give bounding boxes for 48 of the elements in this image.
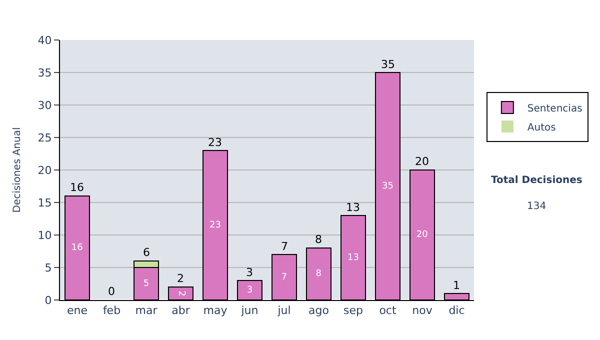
data-label: 35 [382, 181, 394, 192]
text: Total Decisiones [491, 175, 582, 186]
data-label: 20 [416, 230, 428, 240]
y-tick-label: 35 [38, 66, 52, 80]
data-label: 7 [281, 272, 288, 282]
y-tick-label: 25 [38, 131, 52, 144]
data-label: 8 [316, 269, 322, 279]
x-tick-label: ago [308, 304, 330, 318]
y-tick-label: 5 [44, 261, 52, 274]
data-label: 2 [176, 290, 186, 296]
total-label: 3 [246, 266, 253, 279]
total-label: 7 [281, 240, 288, 253]
total-label: 35 [381, 58, 395, 71]
x-tick-label: abr [172, 304, 190, 318]
total-label: 23 [208, 136, 222, 149]
y-tick-label: 15 [38, 196, 52, 210]
x-tick-label: sep [344, 304, 364, 318]
x-tick-label: oct [379, 304, 397, 318]
y-tick-label: 10 [38, 228, 52, 242]
total-label: 16 [70, 181, 84, 194]
total-label: 6 [143, 246, 150, 259]
data-label: 23 [210, 220, 221, 230]
data-label: 16 [71, 243, 84, 253]
x-tick-label: dic [448, 304, 465, 318]
total-label: 0 [108, 285, 115, 298]
x-tick-label: jul [276, 304, 291, 318]
total-label: 20 [415, 155, 429, 168]
total-label: 8 [315, 233, 322, 246]
y-tick-label: 20 [38, 164, 52, 177]
x-tick-label: jun [240, 304, 258, 318]
x-tick-label: may [203, 304, 228, 318]
x-tick-label: mar [135, 304, 158, 318]
legend-label: Autos [527, 122, 556, 134]
total-label: 13 [346, 201, 360, 214]
y-axis-title: Decisiones Anual [12, 127, 23, 213]
y-tick-label: 0 [44, 294, 52, 307]
x-tick-label: ene [66, 304, 88, 318]
text: 134 [527, 201, 546, 212]
data-label: 3 [246, 285, 253, 296]
data-label: 5 [143, 278, 150, 289]
total-label: 2 [177, 272, 184, 285]
x-tick-label: feb [102, 304, 121, 318]
legend-label: Sentencias [527, 103, 582, 114]
y-tick-label: 30 [38, 98, 52, 112]
x-tick-label: nov [412, 304, 433, 318]
total-label: 1 [453, 279, 460, 292]
data-label: 13 [348, 252, 359, 263]
y-tick-label: 40 [38, 34, 52, 47]
